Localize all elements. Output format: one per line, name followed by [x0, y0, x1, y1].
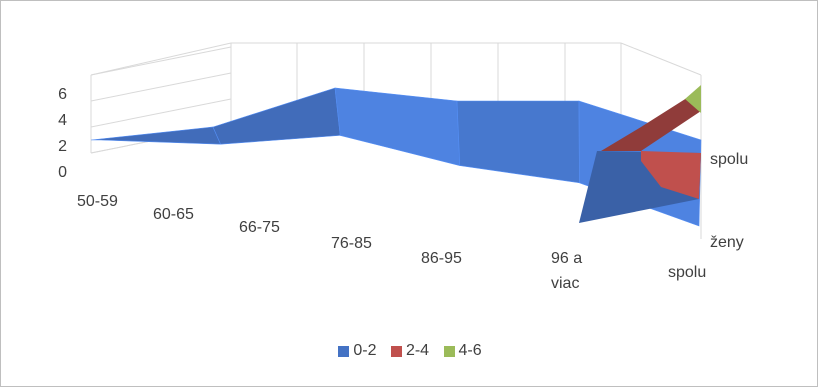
legend-swatch-2-4 [390, 345, 402, 357]
legend-item-0-2: 0-2 [338, 342, 376, 360]
x-tick-label-2: 66-75 [239, 219, 280, 236]
surface-segment-3 [456, 100, 580, 184]
z-gridline-3 [90, 46, 232, 76]
x-axis-tick-labels: 50-59 60-65 66-75 76-85 86-95 96 a viac [77, 193, 582, 292]
surface-segment-2 [334, 87, 461, 166]
legend-label-0-2: 0-2 [353, 342, 377, 359]
depth-tick-label-1: spolu [668, 264, 706, 281]
surface-wall-band-2-4 [641, 151, 701, 199]
z-gridline-2 [90, 72, 232, 102]
x-tick-label-4: 86-95 [421, 250, 462, 267]
surface-segment-1 [212, 87, 341, 145]
surface-segment-0 [90, 126, 222, 145]
x-tick-label-1: 60-65 [153, 206, 194, 223]
x-tick-label-0: 50-59 [77, 193, 118, 210]
z-gridline-1 [90, 98, 232, 128]
z-tick-label-2: 4 [58, 112, 67, 129]
legend-label-4-6: 4-6 [458, 342, 482, 359]
z-tick-label-0: 0 [58, 164, 67, 181]
depth-tick-label-0: ženy [710, 234, 744, 251]
z-tick-label-3: 6 [58, 86, 67, 103]
legend-swatch-0-2 [338, 345, 350, 357]
surface-wall-band-2-4-top [601, 89, 701, 151]
legend-item-4-6: 4-6 [443, 342, 482, 360]
surface-wall-band-4-6 [685, 85, 701, 113]
x-tick-label-3: 76-85 [331, 235, 372, 252]
z-axis-tick-labels: 0 2 4 6 [58, 86, 67, 181]
legend-swatch-4-6 [443, 345, 455, 357]
x-tick-label-5: 96 a [551, 250, 582, 267]
legend: 0-2 2-4 4-6 [1, 342, 818, 362]
z-tick-label-1: 2 [58, 138, 67, 155]
legend-label-2-4: 2-4 [405, 342, 430, 359]
depth-tick-label-2: spolu [710, 151, 748, 168]
legend-item-2-4: 2-4 [390, 342, 430, 360]
x-tick-label-5-line2: viac [551, 275, 579, 292]
surface-plot [90, 85, 702, 227]
